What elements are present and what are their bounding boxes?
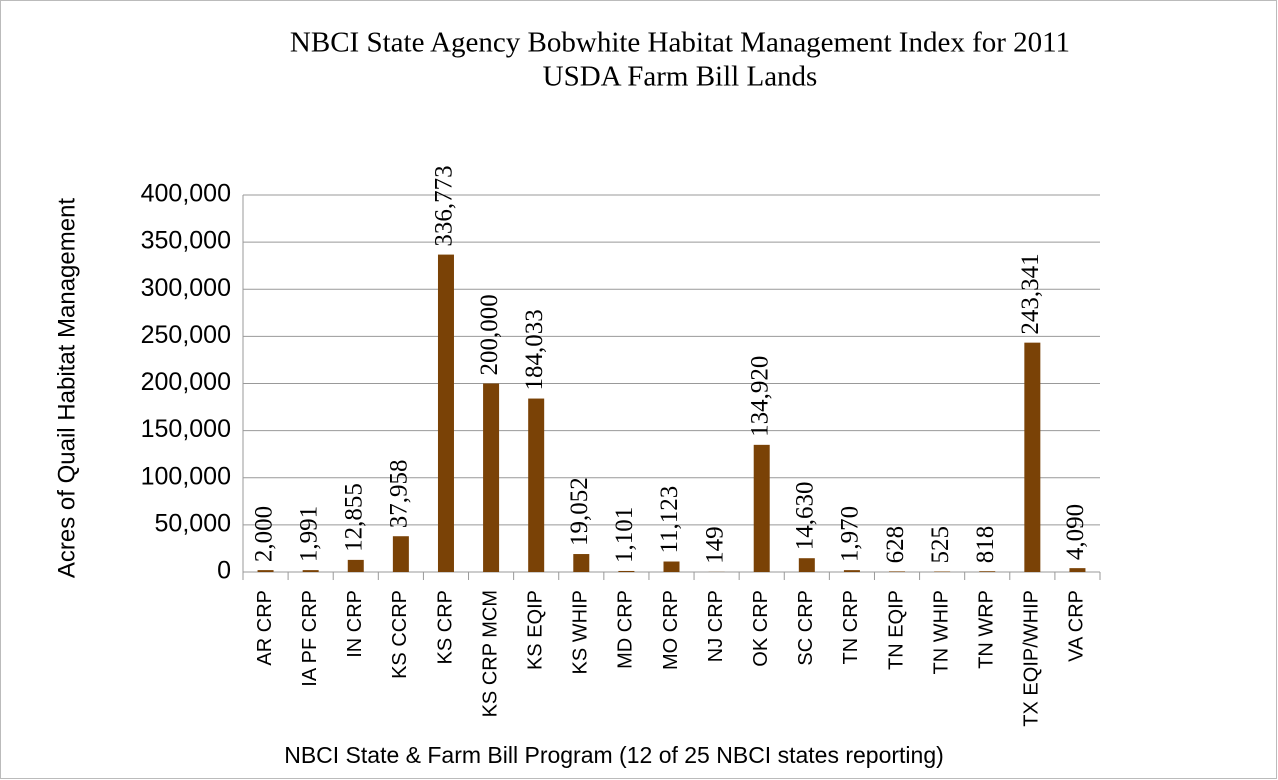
x-tick-label: KS CCRP bbox=[389, 590, 411, 679]
x-tick-label: TN WRP bbox=[976, 590, 998, 669]
x-tick-label: KS WHIP bbox=[570, 590, 592, 674]
y-tick-label: 50,000 bbox=[155, 509, 231, 537]
value-label: 134,920 bbox=[746, 356, 773, 437]
y-tick-label: 0 bbox=[217, 557, 231, 585]
x-tick-label: MO CRP bbox=[660, 590, 682, 670]
chart-subtitle: USDA Farm Bill Lands bbox=[543, 61, 818, 93]
bar bbox=[573, 554, 590, 572]
bar bbox=[257, 570, 274, 572]
x-tick-label: TN WHIP bbox=[930, 590, 952, 674]
x-tick-label: IN CRP bbox=[344, 590, 366, 658]
value-label: 19,052 bbox=[566, 477, 593, 546]
x-tick-label: KS EQIP bbox=[524, 590, 546, 670]
y-tick-label: 200,000 bbox=[141, 368, 231, 396]
value-label: 336,773 bbox=[431, 165, 458, 246]
y-axis-label: Acres of Quail Habitat Management bbox=[53, 198, 80, 579]
value-label: 12,855 bbox=[340, 483, 367, 552]
bar bbox=[979, 571, 996, 572]
chart-title: NBCI State Agency Bobwhite Habitat Manag… bbox=[290, 27, 1070, 59]
value-label: 149 bbox=[701, 526, 728, 564]
bar bbox=[528, 398, 545, 572]
bar bbox=[618, 570, 635, 572]
value-label: 1,970 bbox=[837, 506, 864, 562]
x-tick-label: TN CRP bbox=[840, 590, 862, 664]
bar bbox=[1024, 342, 1041, 572]
y-tick-label: 100,000 bbox=[141, 462, 231, 490]
value-label: 200,000 bbox=[476, 294, 503, 375]
x-tick-label: MD CRP bbox=[615, 590, 637, 669]
y-tick-label: 400,000 bbox=[141, 180, 231, 208]
value-label: 4,090 bbox=[1062, 504, 1089, 560]
value-label: 37,958 bbox=[386, 459, 413, 528]
x-tick-label: VA CRP bbox=[1066, 590, 1088, 662]
value-label: 1,101 bbox=[611, 507, 638, 563]
x-tick-label: AR CRP bbox=[254, 590, 276, 666]
x-tick-label: OK CRP bbox=[750, 590, 772, 667]
value-label: 525 bbox=[927, 526, 954, 564]
bar bbox=[889, 571, 906, 572]
bar bbox=[302, 570, 319, 572]
y-tick-label: 350,000 bbox=[141, 227, 231, 255]
x-tick-label: NJ CRP bbox=[705, 590, 727, 662]
value-label: 14,630 bbox=[792, 481, 819, 550]
value-label: 2,000 bbox=[250, 506, 277, 562]
bar bbox=[663, 561, 680, 572]
value-label: 628 bbox=[882, 526, 909, 564]
x-tick-label: TN EQIP bbox=[885, 590, 907, 670]
value-label: 1,991 bbox=[295, 506, 322, 562]
x-tick-label: TX EQIP/WHIP bbox=[1021, 590, 1043, 727]
bar bbox=[753, 444, 770, 572]
value-label: 184,033 bbox=[521, 309, 548, 390]
bar bbox=[483, 383, 500, 572]
x-axis-label: NBCI State & Farm Bill Program (12 of 25… bbox=[284, 742, 944, 768]
x-tick-label: KS CRP MCM bbox=[479, 590, 501, 717]
value-label: 818 bbox=[972, 526, 999, 564]
value-label: 243,341 bbox=[1017, 253, 1044, 334]
bar bbox=[843, 570, 860, 572]
bar bbox=[347, 559, 364, 572]
bar bbox=[392, 536, 409, 572]
y-tick-label: 300,000 bbox=[141, 274, 231, 302]
y-tick-label: 150,000 bbox=[141, 415, 231, 443]
y-tick-label: 250,000 bbox=[141, 321, 231, 349]
bar bbox=[798, 558, 815, 572]
bar bbox=[1069, 568, 1086, 572]
value-label: 11,123 bbox=[656, 486, 683, 554]
x-tick-label: SC CRP bbox=[795, 590, 817, 666]
x-tick-label: KS CRP bbox=[434, 590, 456, 664]
bar bbox=[437, 254, 454, 573]
x-tick-label: IA PF CRP bbox=[299, 590, 321, 687]
